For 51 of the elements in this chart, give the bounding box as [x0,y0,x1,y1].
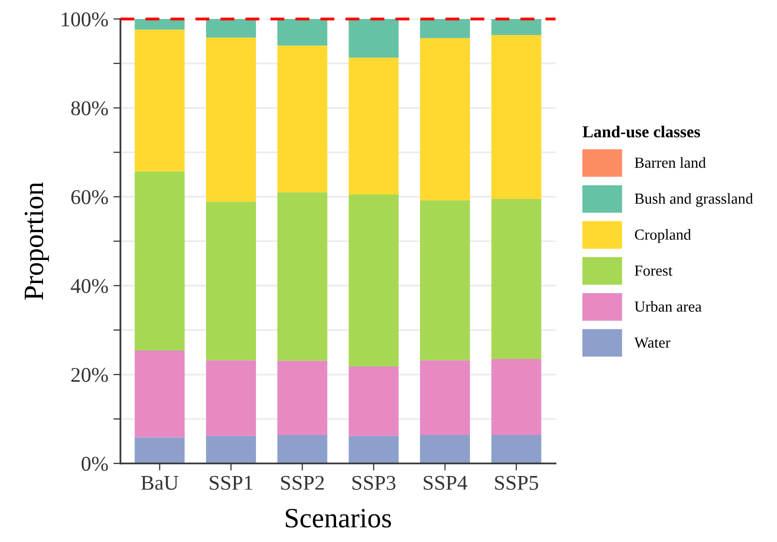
bar [277,192,328,361]
y-tick-label: 0% [82,456,108,471]
bar [206,38,256,202]
bar [134,437,185,464]
bar [348,58,399,195]
bar [420,18,470,38]
legend-label: Bush and grassland [634,193,753,207]
bar [348,366,399,436]
x-tick-label: SSP1 [210,476,252,490]
bar [134,350,185,438]
bar [348,18,399,58]
x-axis-title: Scenarios [286,508,391,528]
y-tick-label: 100% [62,12,108,26]
x-tick-label: BaU [141,476,178,490]
bar [491,198,542,359]
bar [348,194,399,367]
x-tick-label: SSP3 [352,476,396,490]
bar [206,360,256,436]
x-tick-label: SSP4 [424,476,468,490]
legend-label: Urban area [634,301,702,312]
legend-label: Cropland [634,229,691,243]
y-tick-label: 80% [71,101,108,116]
y-axis-title: Proportion [24,182,49,300]
x-tick-label: SSP2 [281,476,324,490]
bar [206,18,256,38]
bar [277,46,328,192]
y-tick-label: 60% [71,190,108,204]
bar [491,358,542,435]
bar [206,436,256,464]
bar [348,436,399,464]
bar [206,202,256,360]
bar [277,434,328,464]
bar [277,360,328,435]
bar [420,38,470,200]
bar [277,18,328,46]
bar [134,30,185,172]
bar [491,434,542,464]
y-tick-label: 40% [70,279,108,294]
bar [420,360,470,435]
legend-label: Forest [634,266,672,276]
legend-label: Water [634,338,670,348]
bar [420,434,470,464]
y-tick-label: 20% [71,368,108,382]
legend-label: Barren land [634,157,706,168]
bar [420,200,470,360]
bar [491,18,542,35]
bar [134,171,185,351]
bar [491,34,542,199]
bar [134,18,185,30]
legend-title: Land-use classes [582,126,700,138]
x-tick-label: SSP5 [495,476,538,490]
